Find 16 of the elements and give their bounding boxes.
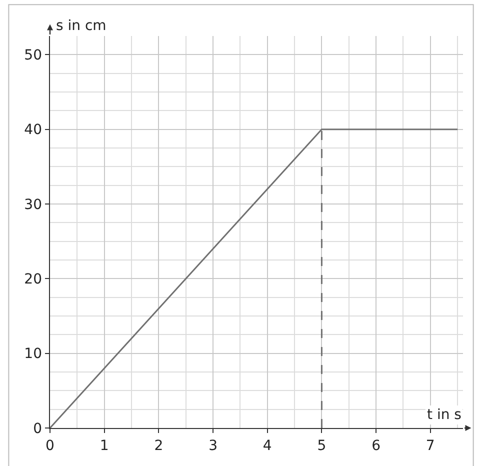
x-tick-label: 3 [208,438,218,454]
y-tick-label: 20 [24,272,42,288]
x-tick-label: 0 [46,438,54,454]
x-axis-title: t in s [427,407,462,423]
x-tick-label: 4 [262,438,272,454]
y-axis-title: s in cm [56,18,106,34]
x-tick-label: 5 [317,438,326,454]
y-tick-label: 0 [33,420,42,437]
y-tick-label: 30 [24,196,42,213]
x-tick-label: 2 [154,438,164,454]
y-tick-label: 10 [24,346,42,362]
x-tick-label: 1 [100,438,109,454]
x-tick-label: 7 [426,438,435,454]
x-tick-label: 6 [372,438,381,454]
y-tick-label: 40 [24,122,42,138]
y-tick-label: 50 [24,48,42,64]
